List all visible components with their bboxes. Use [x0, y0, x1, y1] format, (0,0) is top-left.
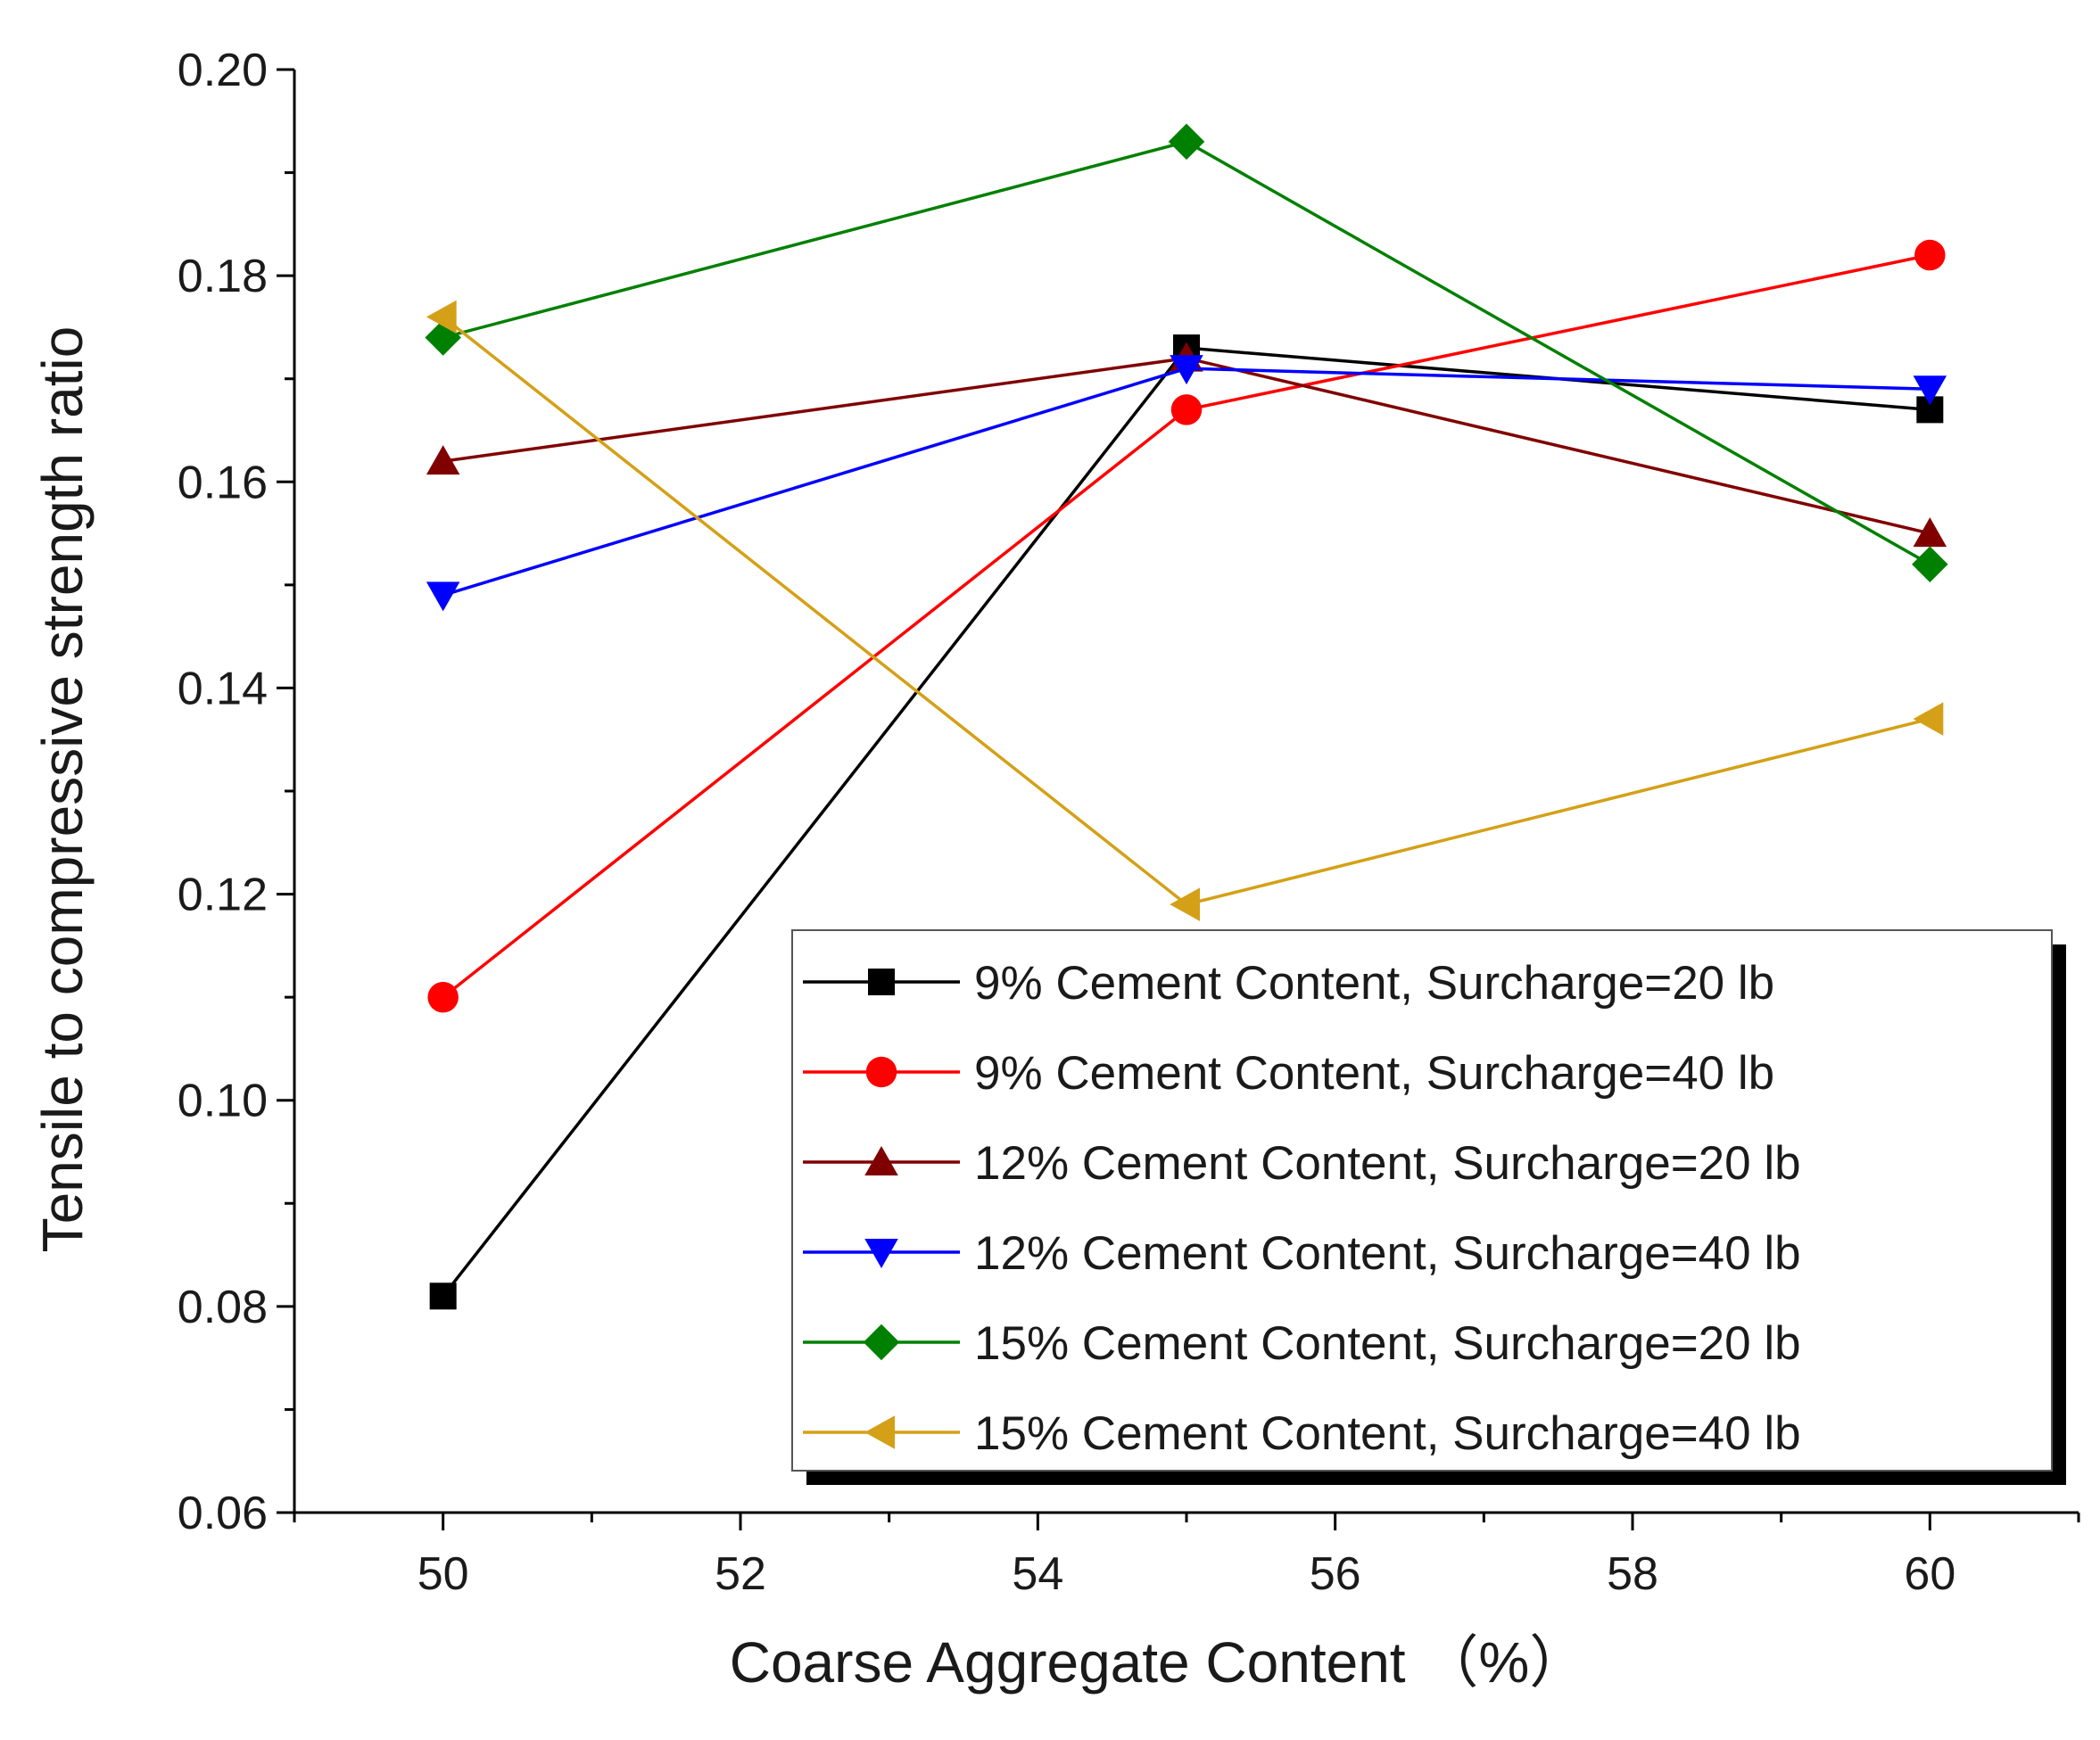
y-tick-label: 0.18: [178, 251, 268, 302]
series-6: [426, 300, 1944, 921]
legend-marker: [865, 1056, 897, 1088]
legend-box: [791, 929, 2053, 1472]
legend: 9% Cement Content, Surcharge=20 lb 9% Cem…: [791, 929, 2066, 1485]
data-point: [1170, 394, 1203, 425]
y-tick-label: 0.08: [178, 1282, 268, 1333]
data-point: [1913, 702, 1944, 736]
data-point: [425, 319, 461, 356]
x-tick-label: 60: [1904, 1548, 1955, 1600]
data-point: [1170, 887, 1200, 921]
x-tick-label: 50: [418, 1548, 469, 1600]
x-tick-label: 58: [1607, 1548, 1658, 1600]
data-point: [426, 300, 457, 334]
legend-item: 9% Cement Content, Surcharge=20 lb: [803, 957, 1774, 1010]
data-point: [1168, 123, 1205, 161]
y-tick-label: 0.20: [178, 45, 268, 96]
legend-marker: [864, 1146, 898, 1175]
legend-marker: [864, 1239, 898, 1268]
legend-marker: [864, 1415, 895, 1449]
y-tick-label: 0.14: [178, 663, 268, 714]
axes: 50 52 54 56 58 60 0.06 0.08 0.10 0.12 0.14 0.16 0.18…: [178, 45, 2080, 1600]
legend-label: 15% Cement Content, Surcharge=40 lb: [974, 1407, 1801, 1460]
data-point: [429, 1282, 457, 1310]
x-tick-label: 52: [715, 1548, 766, 1600]
legend-label: 9% Cement Content, Surcharge=40 lb: [974, 1047, 1774, 1100]
series-4: [426, 355, 1947, 612]
legend-label: 9% Cement Content, Surcharge=20 lb: [974, 957, 1774, 1010]
data-point: [1913, 375, 1947, 406]
legend-marker: [863, 1324, 900, 1361]
data-point: [1913, 517, 1947, 548]
x-tick-label: 54: [1012, 1548, 1063, 1600]
data-point: [1914, 239, 1946, 271]
data-point: [427, 981, 459, 1013]
data-point: [426, 581, 460, 612]
legend-item: 9% Cement Content, Surcharge=40 lb: [803, 1047, 1774, 1100]
y-tick-label: 0.06: [178, 1488, 268, 1539]
y-tick-label: 0.12: [178, 870, 268, 921]
legend-item: 12% Cement Content, Surcharge=20 lb: [803, 1137, 1801, 1190]
data-point: [1170, 355, 1203, 385]
legend-item: 12% Cement Content, Surcharge=40 lb: [803, 1227, 1801, 1280]
x-tick-label: 56: [1310, 1548, 1361, 1600]
data-point: [426, 445, 460, 475]
series-2: [427, 239, 1946, 1013]
legend-label: 15% Cement Content, Surcharge=20 lb: [974, 1317, 1801, 1370]
series-layer: [425, 123, 1948, 1310]
data-point: [1912, 546, 1948, 582]
legend-item: 15% Cement Content, Surcharge=40 lb: [803, 1407, 1801, 1460]
legend-label: 12% Cement Content, Surcharge=40 lb: [974, 1227, 1801, 1280]
y-tick-label: 0.10: [178, 1076, 268, 1127]
legend-marker: [868, 969, 895, 995]
x-axis-title: Coarse Aggregate Content （%）: [730, 1630, 1587, 1695]
series-5: [425, 123, 1948, 582]
legend-label: 12% Cement Content, Surcharge=20 lb: [974, 1137, 1801, 1190]
legend-item: 15% Cement Content, Surcharge=20 lb: [803, 1317, 1801, 1370]
y-axis-title: Tensile to compressive strength ratio: [30, 326, 95, 1253]
y-tick-label: 0.16: [178, 457, 268, 508]
